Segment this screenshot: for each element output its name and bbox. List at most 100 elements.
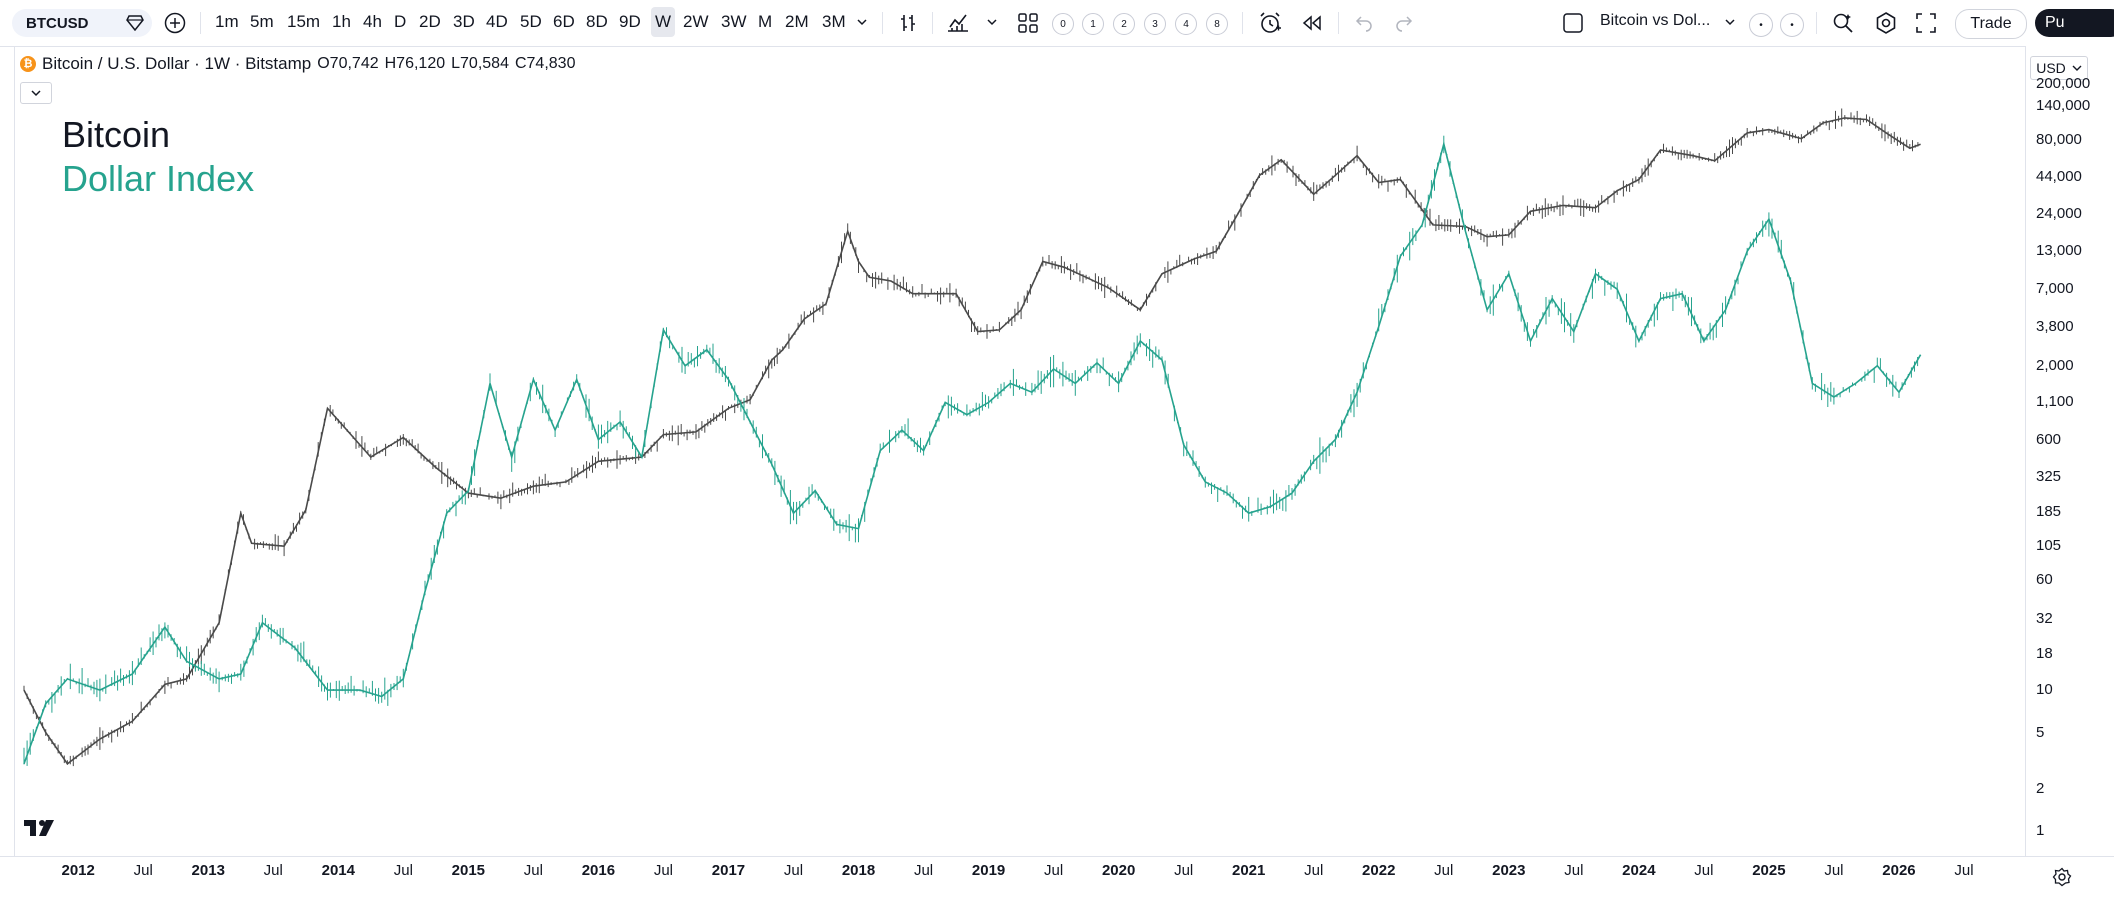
layout-option-dot[interactable]: • — [1749, 13, 1773, 37]
alert-clock-icon[interactable] — [1258, 11, 1282, 35]
annotation-dollar-index[interactable]: Dollar Index — [62, 158, 255, 199]
undo-icon[interactable] — [1354, 14, 1374, 32]
x-tick-label: Jul — [263, 862, 283, 879]
y-tick-label: 10 — [2036, 681, 2053, 699]
interval-3d[interactable]: 3D — [453, 12, 475, 31]
x-tick-label: 2026 — [1882, 862, 1916, 879]
layout-count-4[interactable]: 4 — [1175, 13, 1197, 35]
legend-high: H76,120 — [384, 55, 446, 72]
x-tick-label: Jul — [1044, 862, 1064, 879]
y-tick-label: 185 — [2036, 502, 2062, 520]
interval-4h[interactable]: 4h — [363, 12, 382, 31]
interval-m[interactable]: M — [758, 12, 773, 31]
settings-icon[interactable] — [1874, 11, 1898, 35]
x-tick-label: Jul — [1434, 862, 1454, 879]
interval-3m[interactable]: 3M — [822, 12, 846, 31]
series-line — [23, 140, 1922, 765]
symbol-search[interactable]: BTCUSD — [12, 9, 152, 37]
x-tick-label: 2022 — [1362, 862, 1396, 879]
screenshot-camera-icon[interactable] — [1955, 12, 1956, 13]
y-tick-label: 200,000 — [2036, 75, 2091, 92]
x-tick-label: 2018 — [841, 862, 876, 879]
time-axis[interactable] — [0, 856, 2114, 903]
y-tick-label: 105 — [2036, 537, 2062, 555]
layout-count-0[interactable]: 0 — [1052, 13, 1074, 35]
publish-button[interactable]: Pu — [2035, 9, 2114, 37]
price-axis[interactable] — [2025, 46, 2114, 856]
interval-9d[interactable]: 9D — [619, 12, 641, 31]
trade-button[interactable]: Trade — [1955, 9, 2027, 39]
y-tick-label: 1 — [2036, 822, 2045, 839]
x-tick-label: 2020 — [1101, 862, 1136, 879]
toolbar-divider — [882, 12, 883, 34]
layout-count-8[interactable]: 8 — [1206, 13, 1228, 35]
annotation-bitcoin[interactable]: Bitcoin — [62, 114, 171, 155]
layout-option-dot[interactable]: • — [1780, 13, 1804, 37]
x-tick-label: Jul — [1174, 862, 1194, 879]
layout-name[interactable]: Bitcoin vs Dol... — [1600, 12, 1711, 29]
interval-6d[interactable]: 6D — [553, 12, 575, 31]
chart-plot-area[interactable] — [14, 46, 2025, 856]
x-tick-label: 2024 — [1622, 862, 1656, 879]
tradingview-logo-icon — [24, 820, 54, 836]
toolbar-divider — [1242, 12, 1243, 34]
x-tick-label: 2025 — [1752, 862, 1786, 879]
layout-count-2[interactable]: 2 — [1113, 13, 1135, 35]
x-tick-label: 2021 — [1232, 862, 1266, 879]
x-tick-label: Jul — [1954, 862, 1974, 879]
interval-5m[interactable]: 5m — [250, 12, 274, 31]
x-tick-label: Jul — [1824, 862, 1844, 879]
interval-2m[interactable]: 2M — [785, 12, 809, 31]
legend-title: Bitcoin / U.S. Dollar · 1W · Bitstamp — [42, 54, 312, 73]
bar-style-icon[interactable] — [897, 12, 919, 34]
toolbar-divider — [1816, 12, 1817, 34]
interval-5d[interactable]: 5D — [520, 12, 542, 31]
x-tick-label: 2016 — [581, 862, 616, 879]
chevron-down-icon[interactable] — [986, 17, 998, 27]
toolbar-divider — [1338, 12, 1339, 34]
y-tick-label: 32 — [2036, 609, 2053, 627]
series-line — [23, 117, 1921, 765]
quick-search-icon[interactable] — [1831, 11, 1855, 35]
interval-8d[interactable]: 8D — [586, 12, 608, 31]
bitcoin-logo-icon: ₿ — [20, 56, 36, 72]
y-tick-label: 24,000 — [2036, 204, 2082, 222]
layout-count-1[interactable]: 1 — [1082, 13, 1104, 35]
chevron-down-icon[interactable] — [856, 17, 868, 27]
indicators-icon[interactable] — [946, 11, 970, 35]
diamond-icon — [126, 15, 144, 31]
layout-count-3[interactable]: 3 — [1144, 13, 1166, 35]
y-tick-label: 325 — [2036, 468, 2062, 486]
layout-grid-icon[interactable] — [1017, 12, 1039, 34]
x-tick-label: Jul — [913, 862, 934, 879]
x-tick-label: 2014 — [321, 862, 355, 879]
interval-1h[interactable]: 1h — [332, 12, 351, 31]
layout-checkbox-icon[interactable] — [1562, 12, 1584, 34]
x-tick-label: Jul — [523, 862, 543, 879]
x-tick-label: Jul — [653, 862, 674, 879]
interval-1m[interactable]: 1m — [215, 12, 239, 31]
chevron-down-icon[interactable] — [1724, 17, 1736, 27]
interval-3w[interactable]: 3W — [721, 12, 747, 31]
fullscreen-icon[interactable] — [1915, 12, 1937, 34]
interval-2w[interactable]: 2W — [683, 12, 709, 31]
x-tick-label: Jul — [1304, 862, 1324, 879]
replay-icon[interactable] — [1301, 13, 1323, 33]
interval-2d[interactable]: 2D — [419, 12, 441, 31]
redo-icon[interactable] — [1394, 14, 1414, 32]
x-tick-label: 2012 — [61, 862, 95, 879]
currency-label: USD — [2036, 60, 2066, 76]
interval-15m[interactable]: 15m — [287, 12, 321, 31]
interval-w[interactable]: W — [651, 7, 676, 37]
x-tick-label: 2015 — [451, 862, 486, 879]
currency-button[interactable]: USD — [2030, 56, 2088, 80]
y-tick-label: 1,100 — [2036, 393, 2074, 411]
x-tick-label: Jul — [783, 862, 804, 879]
x-tick-label: 2019 — [971, 862, 1006, 879]
legend-collapse-button[interactable] — [20, 82, 52, 104]
axis-settings-icon[interactable] — [2052, 867, 2072, 887]
interval-d[interactable]: D — [394, 12, 407, 31]
add-symbol-icon[interactable] — [164, 12, 186, 34]
interval-4d[interactable]: 4D — [486, 12, 508, 31]
x-tick-label: 2017 — [711, 862, 746, 879]
